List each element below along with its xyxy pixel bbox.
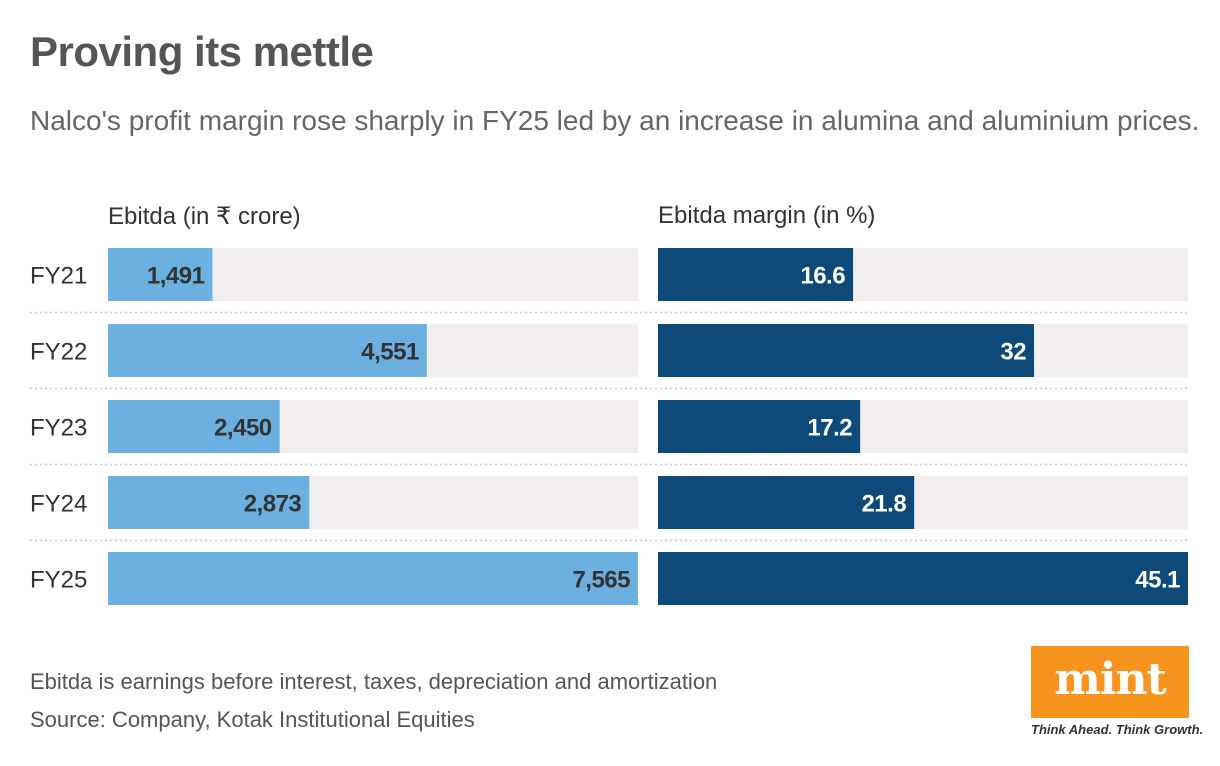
margin-value-label: 21.8 <box>861 491 906 518</box>
ebitda-bar <box>108 400 280 453</box>
ebitda-column-header: Ebitda (in ₹ crore) <box>108 203 301 230</box>
margin-bar <box>658 400 861 453</box>
ebitda-value-label: 7,565 <box>572 567 630 594</box>
logo-tagline: Think Ahead. Think Growth. <box>1031 722 1204 737</box>
margin-bar <box>658 324 1035 377</box>
ebitda-value-label: 4,551 <box>361 339 419 366</box>
footnote: Ebitda is earnings before interest, taxe… <box>30 669 718 694</box>
chart-subtitle: Nalco's profit margin rose sharply in FY… <box>30 105 1200 136</box>
chart-title: Proving its mettle <box>30 28 374 75</box>
bar-chart: FY21 1,491 16.6 FY22 4,551 32 FY23 2,450 17.2 FY2… <box>30 248 1188 605</box>
mint-logo-text: mint <box>1054 653 1167 705</box>
source-note: Source: Company, Kotak Institutional Equ… <box>30 707 475 732</box>
margin-column-header: Ebitda margin (in %) <box>658 202 876 229</box>
margin-value-label: 32 <box>1000 339 1026 366</box>
row-label-fy21: FY21 <box>30 263 87 290</box>
ebitda-bar <box>108 324 427 377</box>
margin-value-label: 45.1 <box>1135 567 1180 594</box>
row-label-fy22: FY22 <box>30 339 87 366</box>
ebitda-value-label: 1,491 <box>147 263 205 290</box>
row-label-fy23: FY23 <box>30 415 87 442</box>
ebitda-value-label: 2,450 <box>214 415 272 442</box>
mint-logo: mint <box>1031 646 1189 718</box>
ebitda-bar <box>108 248 213 301</box>
ebitda-bar <box>108 476 310 529</box>
ebitda-value-label: 2,873 <box>244 491 302 518</box>
margin-value-label: 16.6 <box>800 263 845 290</box>
row-label-fy25: FY25 <box>30 567 87 594</box>
ebitda-bar <box>108 552 638 605</box>
margin-bar <box>658 476 915 529</box>
margin-value-label: 17.2 <box>807 415 852 442</box>
margin-bar <box>658 248 854 301</box>
row-label-fy24: FY24 <box>30 491 87 518</box>
margin-bar <box>658 552 1188 605</box>
